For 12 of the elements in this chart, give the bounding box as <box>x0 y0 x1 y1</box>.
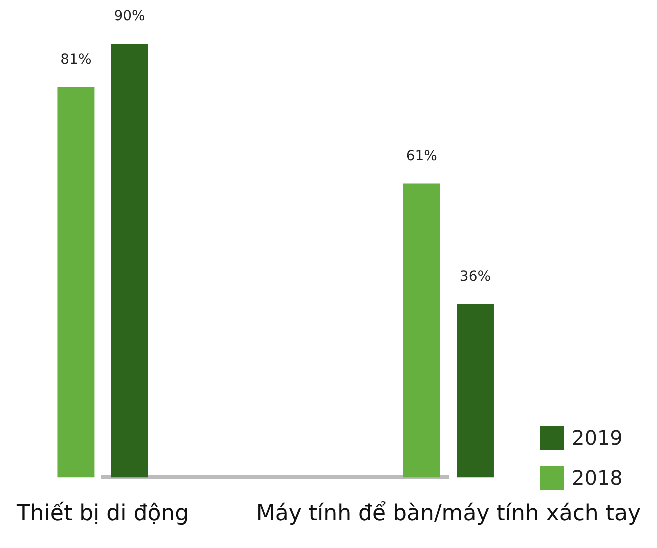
x-tick-label: Máy tính để bàn/máy tính xách tay <box>256 502 641 527</box>
data-label: 61% <box>406 148 438 164</box>
x-tick-label: Thiết bị di động <box>16 502 190 527</box>
bar <box>403 184 440 478</box>
legend-label: 2018 <box>572 466 623 490</box>
legend-label: 2019 <box>572 426 623 450</box>
data-label: 81% <box>60 52 92 68</box>
bar <box>58 87 95 478</box>
bar <box>111 44 148 478</box>
bar <box>457 304 494 478</box>
data-label: 90% <box>114 8 146 25</box>
data-label: 36% <box>460 268 492 285</box>
